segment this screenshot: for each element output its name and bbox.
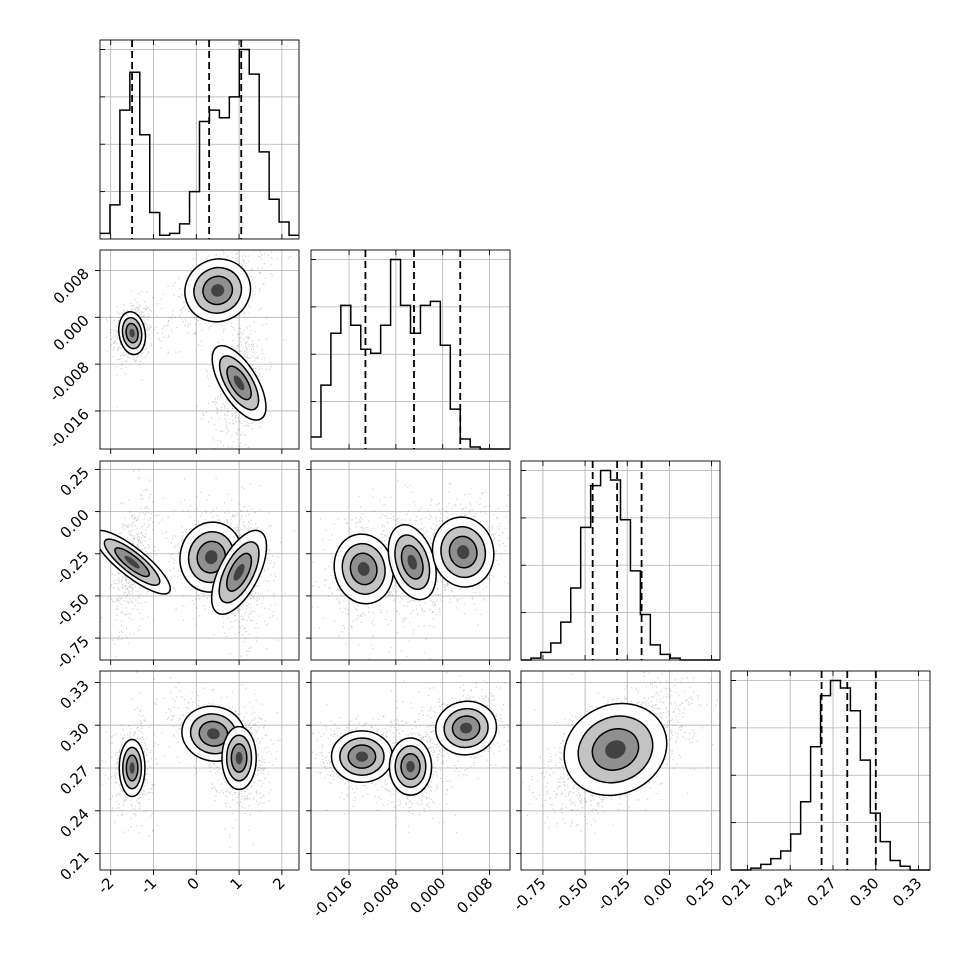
panel-frame (99, 460, 300, 661)
panel-content (311, 461, 510, 660)
x-tick-label: 0.25 (682, 874, 718, 910)
density-contour-level-3 (460, 722, 473, 734)
y-tick-label: 0.33 (56, 677, 92, 713)
density-contour-level-3 (355, 751, 369, 762)
x-tick-label: 1 (226, 874, 245, 893)
panel-frame (99, 670, 300, 871)
density-contour-level-3 (129, 328, 135, 338)
x-tick-label: -0.75 (510, 874, 550, 914)
panel-frame (730, 670, 931, 871)
density-contour-level-3 (235, 751, 243, 765)
x-tick-label: -0.008 (356, 874, 403, 921)
density-panel-2-0 (95, 460, 300, 665)
density-contour-level-3 (233, 563, 245, 581)
x-tick-label: 0.21 (718, 874, 754, 910)
histogram-series (731, 679, 930, 871)
y-tick-label: -0.25 (53, 548, 93, 588)
hist-panel-3 (730, 670, 931, 871)
x-tick-label: 0.24 (761, 874, 797, 910)
density-contour-level-3 (207, 728, 220, 740)
panel-content (521, 671, 720, 870)
y-tick-label: 0.21 (56, 848, 92, 884)
x-tick-label: 0.30 (846, 874, 882, 910)
panel-frame (99, 249, 300, 450)
density-contour-level-3 (205, 550, 218, 565)
y-tick-label: 0.000 (50, 311, 93, 354)
y-tick-label: -0.50 (53, 590, 93, 630)
histogram-series (521, 469, 720, 661)
panel-frame (520, 460, 721, 661)
panel-frame (310, 460, 511, 661)
x-tick-label: -0.50 (552, 874, 592, 914)
y-tick-label: 0.24 (56, 805, 92, 841)
y-tick-label: 0.25 (56, 464, 92, 500)
x-tick-label: 0.008 (453, 874, 496, 917)
density-contour-level-3 (406, 760, 415, 773)
y-tick-label: 0.27 (56, 762, 92, 798)
density-contour-level-3 (605, 740, 626, 759)
density-contour-level-3 (124, 555, 140, 569)
panel-frame (310, 670, 511, 871)
density-panel-3-2 (516, 670, 721, 875)
histogram-series (100, 48, 299, 236)
panel-content (100, 671, 299, 870)
hist-panel-2 (520, 460, 721, 661)
panel-frame (310, 249, 511, 450)
hist-panel-1 (310, 249, 511, 450)
y-tick-label: -0.75 (53, 632, 93, 672)
x-tick-label: -0.25 (594, 874, 634, 914)
y-tick-label: 0.30 (56, 719, 92, 755)
density-panel-2-1 (306, 460, 511, 665)
y-tick-label: 0.00 (56, 506, 92, 542)
x-tick-label: 2 (269, 874, 288, 893)
density-contour-level-3 (129, 762, 135, 774)
hist-panel-0 (99, 39, 300, 240)
sample-points (351, 480, 465, 660)
panel-frame (520, 670, 721, 871)
x-tick-label: 0.27 (803, 874, 839, 910)
panel-content (100, 461, 299, 660)
density-contour-level-3 (357, 561, 370, 576)
x-tick-label: 0.000 (406, 874, 449, 917)
y-tick-label: 0.008 (50, 265, 93, 308)
y-tick-label: -0.016 (46, 405, 93, 452)
x-tick-label: 0.00 (640, 874, 676, 910)
density-contour-level-3 (233, 375, 245, 391)
density-panel-1-0 (95, 249, 300, 454)
x-tick-label: -0.016 (309, 874, 356, 921)
panel-content (100, 250, 299, 449)
panel-content (311, 671, 510, 870)
density-panel-3-0 (95, 670, 300, 875)
x-tick-label: 0.33 (889, 874, 925, 910)
density-contour-level-3 (457, 545, 470, 560)
y-tick-label: -0.008 (46, 358, 93, 405)
density-panel-3-1 (306, 670, 511, 875)
histogram-series (311, 258, 510, 450)
density-contour-level-3 (407, 554, 418, 570)
x-tick-label: -1 (137, 874, 160, 897)
x-tick-label: -2 (94, 874, 117, 897)
panel-frame (99, 39, 300, 240)
density-contour-level-3 (211, 284, 225, 297)
x-tick-label: 0 (184, 874, 203, 893)
